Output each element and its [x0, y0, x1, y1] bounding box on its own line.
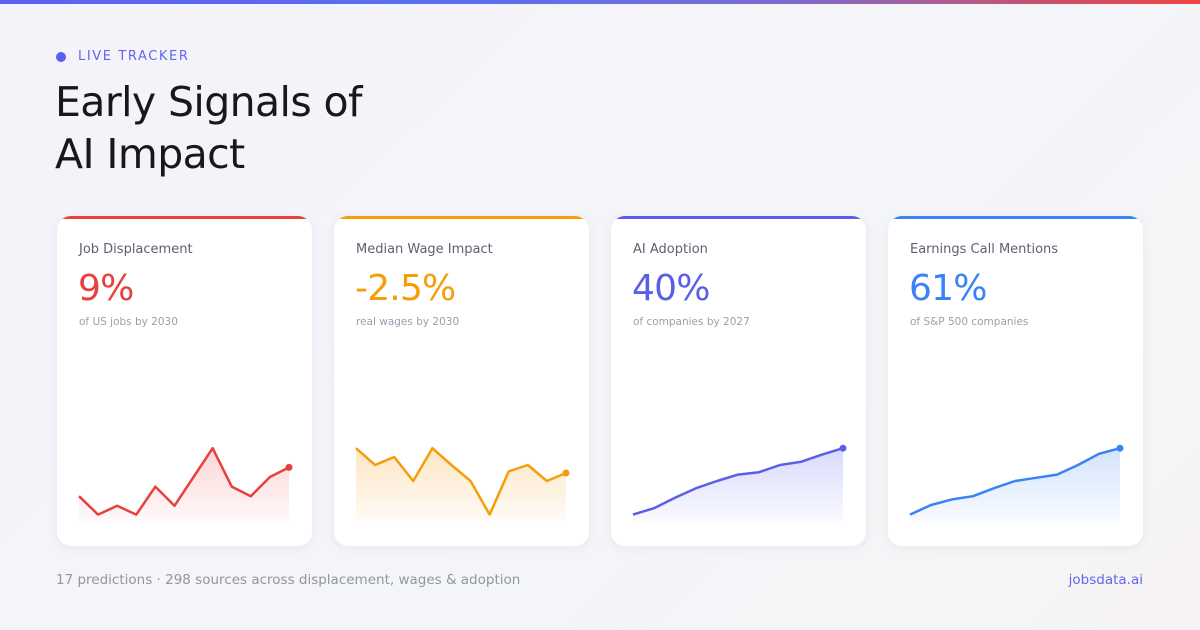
- page-title: Early Signals of AI Impact: [55, 76, 555, 180]
- sparkline-area: [79, 448, 289, 521]
- title-line-1: Early Signals of: [55, 78, 362, 126]
- live-dot-icon: [56, 51, 66, 62]
- top-gradient-bar: [0, 0, 1200, 4]
- eyebrow-label: LIVE TRACKER: [78, 49, 190, 64]
- card-title: Median Wage Impact: [356, 242, 493, 257]
- sparkline-chart: [78, 446, 293, 521]
- card-value: 61%: [909, 268, 987, 309]
- live-tracker-badge: LIVE TRACKER: [56, 49, 189, 64]
- card-subtitle: real wages by 2030: [356, 316, 460, 328]
- sparkline-line: [78, 446, 290, 516]
- sparkline-endpoint-dot: [839, 444, 847, 452]
- card-value: 40%: [632, 268, 710, 309]
- card-earnings-call-mentions: Earnings Call Mentions 61% of S&P 500 co…: [888, 216, 1143, 546]
- sparkline-area: [633, 448, 843, 521]
- card-accent-bar: [611, 216, 866, 219]
- sparkline-area: [356, 448, 566, 521]
- card-median-wage-impact: Median Wage Impact -2.5% real wages by 2…: [334, 216, 589, 546]
- card-accent-bar: [888, 216, 1143, 219]
- card-subtitle: of companies by 2027: [633, 316, 750, 328]
- sparkline-endpoint-dot: [562, 469, 570, 477]
- metric-cards: Job Displacement 9% of US jobs by 2030 M…: [57, 216, 1143, 546]
- card-title: Job Displacement: [79, 242, 193, 257]
- sparkline-line: [909, 446, 1121, 516]
- card-value: -2.5%: [355, 268, 456, 309]
- sparkline-chart: [632, 444, 847, 521]
- footer-summary: 17 predictions · 298 sources across disp…: [56, 572, 521, 588]
- card-title: AI Adoption: [633, 242, 708, 257]
- sparkline-chart: [909, 444, 1124, 521]
- card-value: 9%: [78, 268, 134, 309]
- sparkline-area: [910, 448, 1120, 521]
- sparkline-chart: [355, 446, 570, 521]
- card-subtitle: of US jobs by 2030: [79, 316, 178, 328]
- card-accent-bar: [334, 216, 589, 219]
- card-subtitle: of S&P 500 companies: [910, 316, 1029, 328]
- card-ai-adoption: AI Adoption 40% of companies by 2027: [611, 216, 866, 546]
- site-link[interactable]: jobsdata.ai: [1068, 572, 1143, 588]
- title-line-2: AI Impact: [55, 130, 245, 178]
- sparkline-endpoint-dot: [285, 463, 293, 471]
- sparkline-line: [355, 446, 567, 516]
- sparkline-line: [632, 447, 844, 516]
- sparkline-endpoint-dot: [1116, 444, 1124, 452]
- card-accent-bar: [57, 216, 312, 219]
- card-title: Earnings Call Mentions: [910, 242, 1059, 257]
- card-job-displacement: Job Displacement 9% of US jobs by 2030: [57, 216, 312, 546]
